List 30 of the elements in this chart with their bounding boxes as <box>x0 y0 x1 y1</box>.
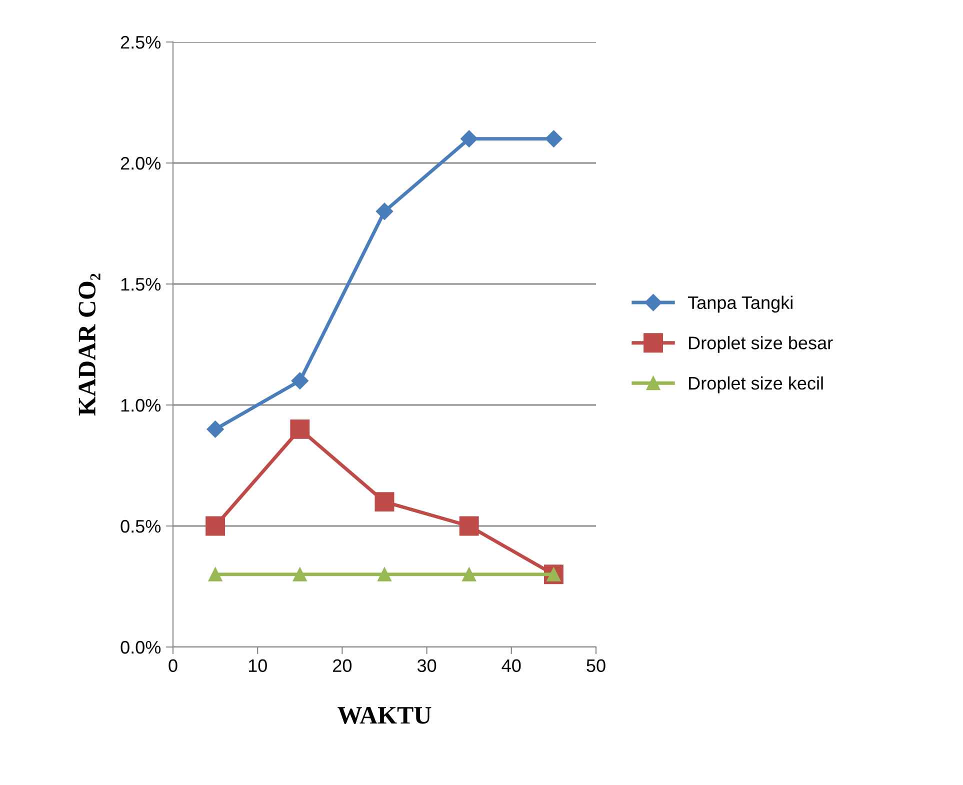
point <box>290 419 310 439</box>
point <box>206 516 226 536</box>
x-tick-label: 10 <box>248 659 267 672</box>
x-tick-label: 50 <box>586 659 606 672</box>
point <box>462 567 476 582</box>
point <box>376 202 394 220</box>
point <box>545 130 562 148</box>
x-tick-label: 30 <box>417 659 436 672</box>
point <box>208 567 222 582</box>
y-tick-label: 2.0% <box>120 156 161 170</box>
y-tick-label: 0.5% <box>120 520 161 533</box>
point <box>460 130 478 148</box>
legend-label: Tanpa Tangki <box>688 296 792 313</box>
x-tick-label: 40 <box>502 659 521 672</box>
y-tick-label: 1.0% <box>121 398 161 412</box>
point <box>378 567 392 582</box>
x-tick-label: 20 <box>333 659 352 672</box>
point <box>291 372 308 390</box>
point <box>292 567 307 582</box>
point <box>206 420 224 438</box>
x-axis-title: WAKTU <box>338 707 432 724</box>
legend-label: Droplet size kecil <box>689 376 823 394</box>
y-tick-label: 0.0% <box>120 640 161 654</box>
x-tick-label: 0 <box>168 659 178 672</box>
legend-label: Droplet size besar <box>689 336 833 353</box>
point <box>374 492 394 512</box>
point <box>459 516 479 536</box>
y-tick-label: 1.5% <box>121 278 161 291</box>
y-axis-title: KADAR CO₂ <box>78 274 100 416</box>
y-tick-label: 2.5% <box>120 36 161 49</box>
